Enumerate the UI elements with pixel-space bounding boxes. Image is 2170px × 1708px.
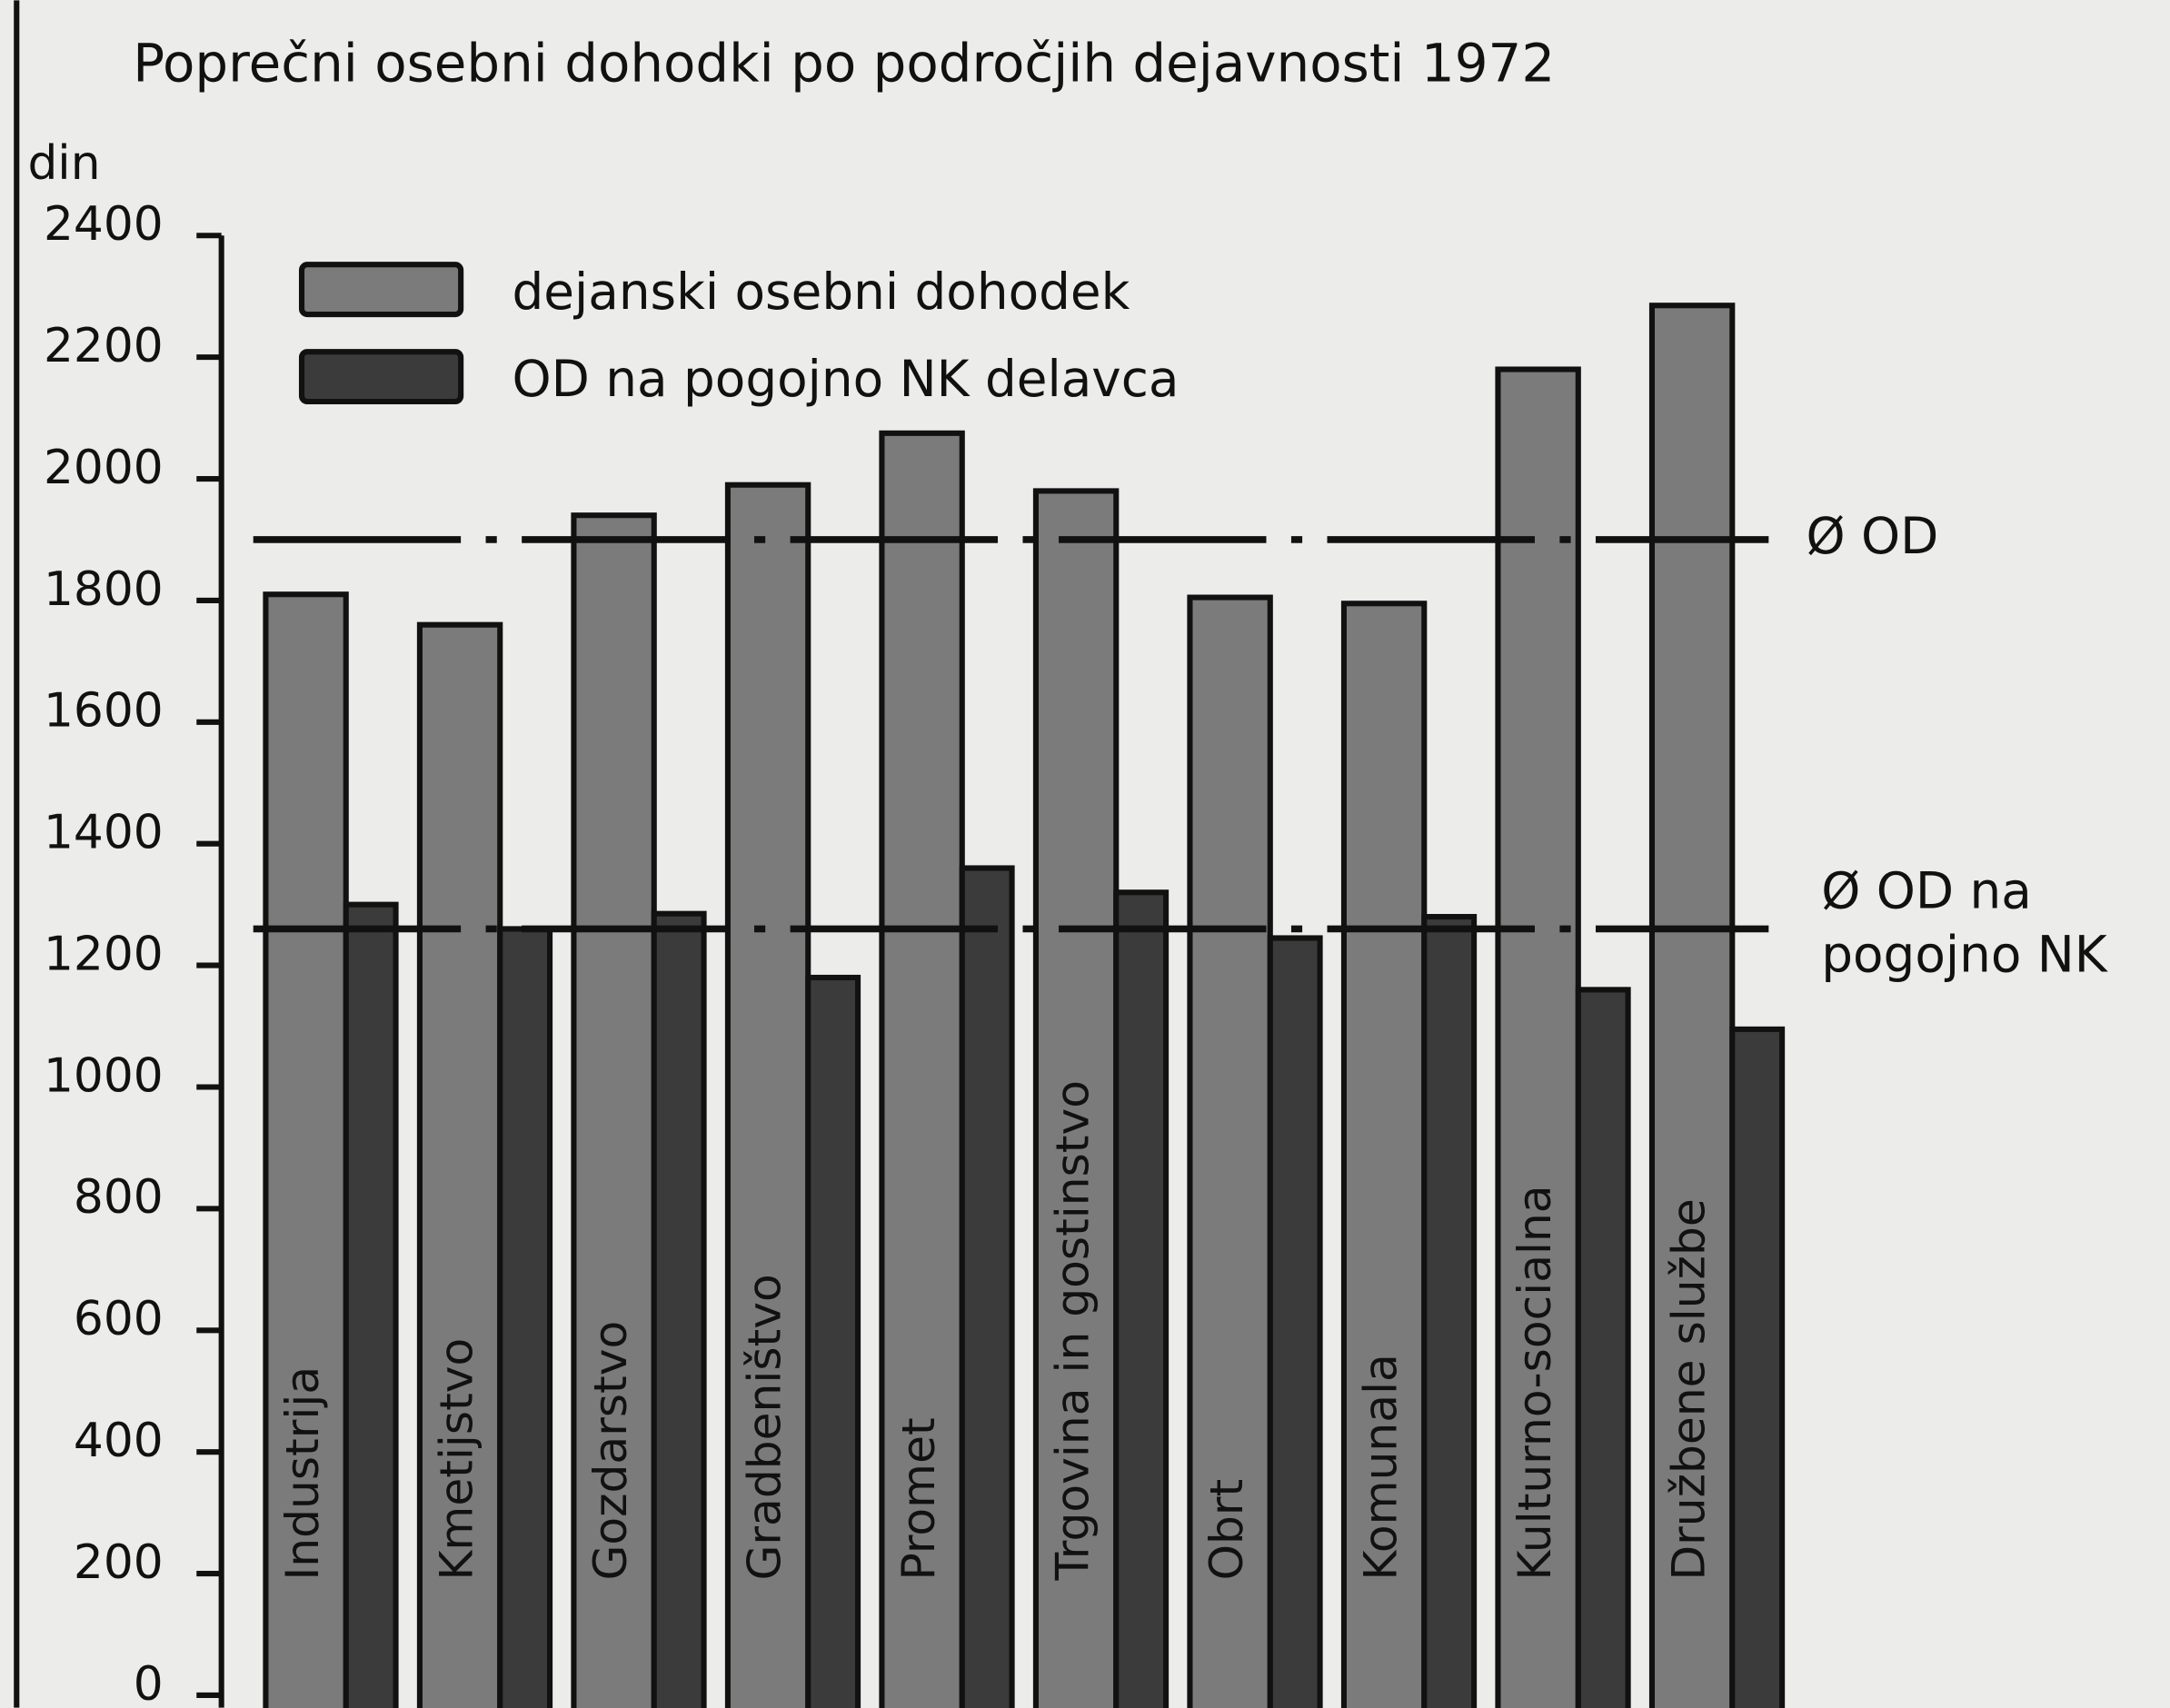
bar <box>651 910 707 1708</box>
bar <box>1032 488 1120 1708</box>
bar <box>1187 594 1273 1708</box>
category-label: Družbene službe <box>1662 1198 1716 1580</box>
bar <box>1113 889 1170 1708</box>
category-label: Promet <box>891 1417 945 1580</box>
category-label: Komunala <box>1354 1354 1408 1580</box>
legend-label: dejanski osebni dohodek <box>512 263 1130 321</box>
category-label: Gozdarstvo <box>583 1321 637 1581</box>
bar <box>416 621 503 1708</box>
category-label: Obrt <box>1199 1479 1253 1581</box>
y-tick-label: 1400 <box>44 806 164 860</box>
bar <box>1575 987 1631 1708</box>
y-tick-label: 800 <box>74 1170 164 1225</box>
legend-swatch <box>298 262 464 318</box>
bar <box>1267 935 1323 1708</box>
bar <box>343 901 399 1708</box>
bar <box>959 865 1015 1708</box>
y-tick-label: 600 <box>74 1292 164 1346</box>
bar <box>1729 1026 1786 1708</box>
reference-label: Ø OD na <box>1821 861 2032 919</box>
bar <box>879 430 965 1708</box>
y-axis-label: din <box>27 136 100 191</box>
y-tick-label: 1200 <box>44 927 164 981</box>
y-tick-label: 2200 <box>44 319 164 373</box>
y-tick-label: 1000 <box>44 1048 164 1103</box>
category-label: Kulturno-socialna <box>1508 1185 1561 1580</box>
reference-label: Ø OD <box>1806 507 1938 565</box>
category-label: Gradbeništvo <box>738 1274 791 1580</box>
y-tick-label: 1600 <box>44 684 164 739</box>
bar <box>497 926 553 1708</box>
y-tick-label: 0 <box>134 1657 164 1708</box>
bar <box>805 974 861 1708</box>
category-label: Industrija <box>275 1366 329 1581</box>
bar <box>1421 913 1478 1708</box>
y-tick-label: 2400 <box>44 197 164 252</box>
category-label: Trgovina in gostinstvo <box>1046 1080 1100 1582</box>
legend-label: OD na pogojno NK delavca <box>512 350 1179 408</box>
y-tick-label: 400 <box>74 1414 164 1468</box>
category-label: Kmetijstvo <box>430 1338 483 1581</box>
reference-label: pogojno NK <box>1821 926 2109 984</box>
legend-swatch <box>298 349 464 405</box>
y-tick-label: 1800 <box>44 562 164 617</box>
y-tick-label: 2000 <box>44 441 164 495</box>
chart-title: Poprečni osebni dohodki po področjih dej… <box>133 33 1555 94</box>
y-tick-label: 200 <box>74 1535 164 1590</box>
